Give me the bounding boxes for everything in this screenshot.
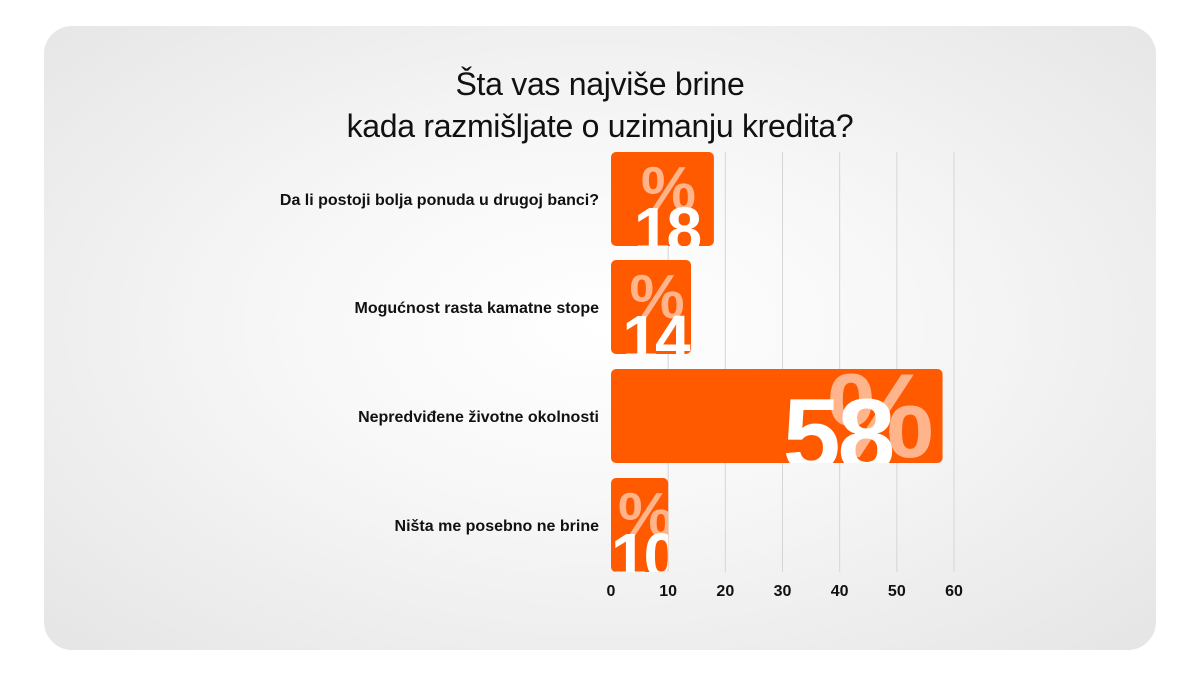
- x-tick-label: 0: [607, 583, 616, 600]
- bars: %18%14%58%10: [611, 152, 943, 592]
- x-tick-label: 30: [774, 583, 792, 600]
- category-labels: Da li postoji bolja ponuda u drugoj banc…: [280, 192, 599, 535]
- x-tick-labels: 0 10 20 30 40 50 60: [607, 583, 963, 600]
- bar-value-label: 18: [634, 194, 701, 266]
- chart-title-line-1: Šta vas najviše brine: [455, 66, 745, 102]
- percent-sign: %: [827, 349, 934, 483]
- percent-sign: %: [641, 155, 696, 224]
- x-tick-label: 60: [945, 583, 963, 600]
- x-tick-label: 50: [888, 583, 906, 600]
- bar: [611, 152, 714, 246]
- chart-card: [44, 26, 1156, 650]
- x-tick-label: 10: [659, 583, 677, 600]
- percent-sign: %: [618, 481, 673, 550]
- bar-value-label: 14: [622, 302, 691, 374]
- category-label: Mogućnost rasta kamatne stope: [355, 300, 600, 317]
- bar: [611, 260, 692, 354]
- bar: [611, 369, 943, 463]
- chart-title-line-2: kada razmišljate o uzimanju kredita?: [346, 108, 854, 144]
- x-tick-label: 20: [716, 583, 734, 600]
- percent-sign: %: [629, 263, 684, 332]
- bar-value-label: 10: [611, 520, 677, 592]
- category-label: Nepredviđene životne okolnosti: [358, 409, 599, 426]
- bar: [611, 478, 669, 572]
- x-tick-label: 40: [831, 583, 849, 600]
- category-label: Da li postoji bolja ponuda u drugoj banc…: [280, 192, 599, 209]
- bar-value-label: 58: [783, 378, 893, 494]
- category-label: Ništa me posebno ne brine: [395, 518, 600, 535]
